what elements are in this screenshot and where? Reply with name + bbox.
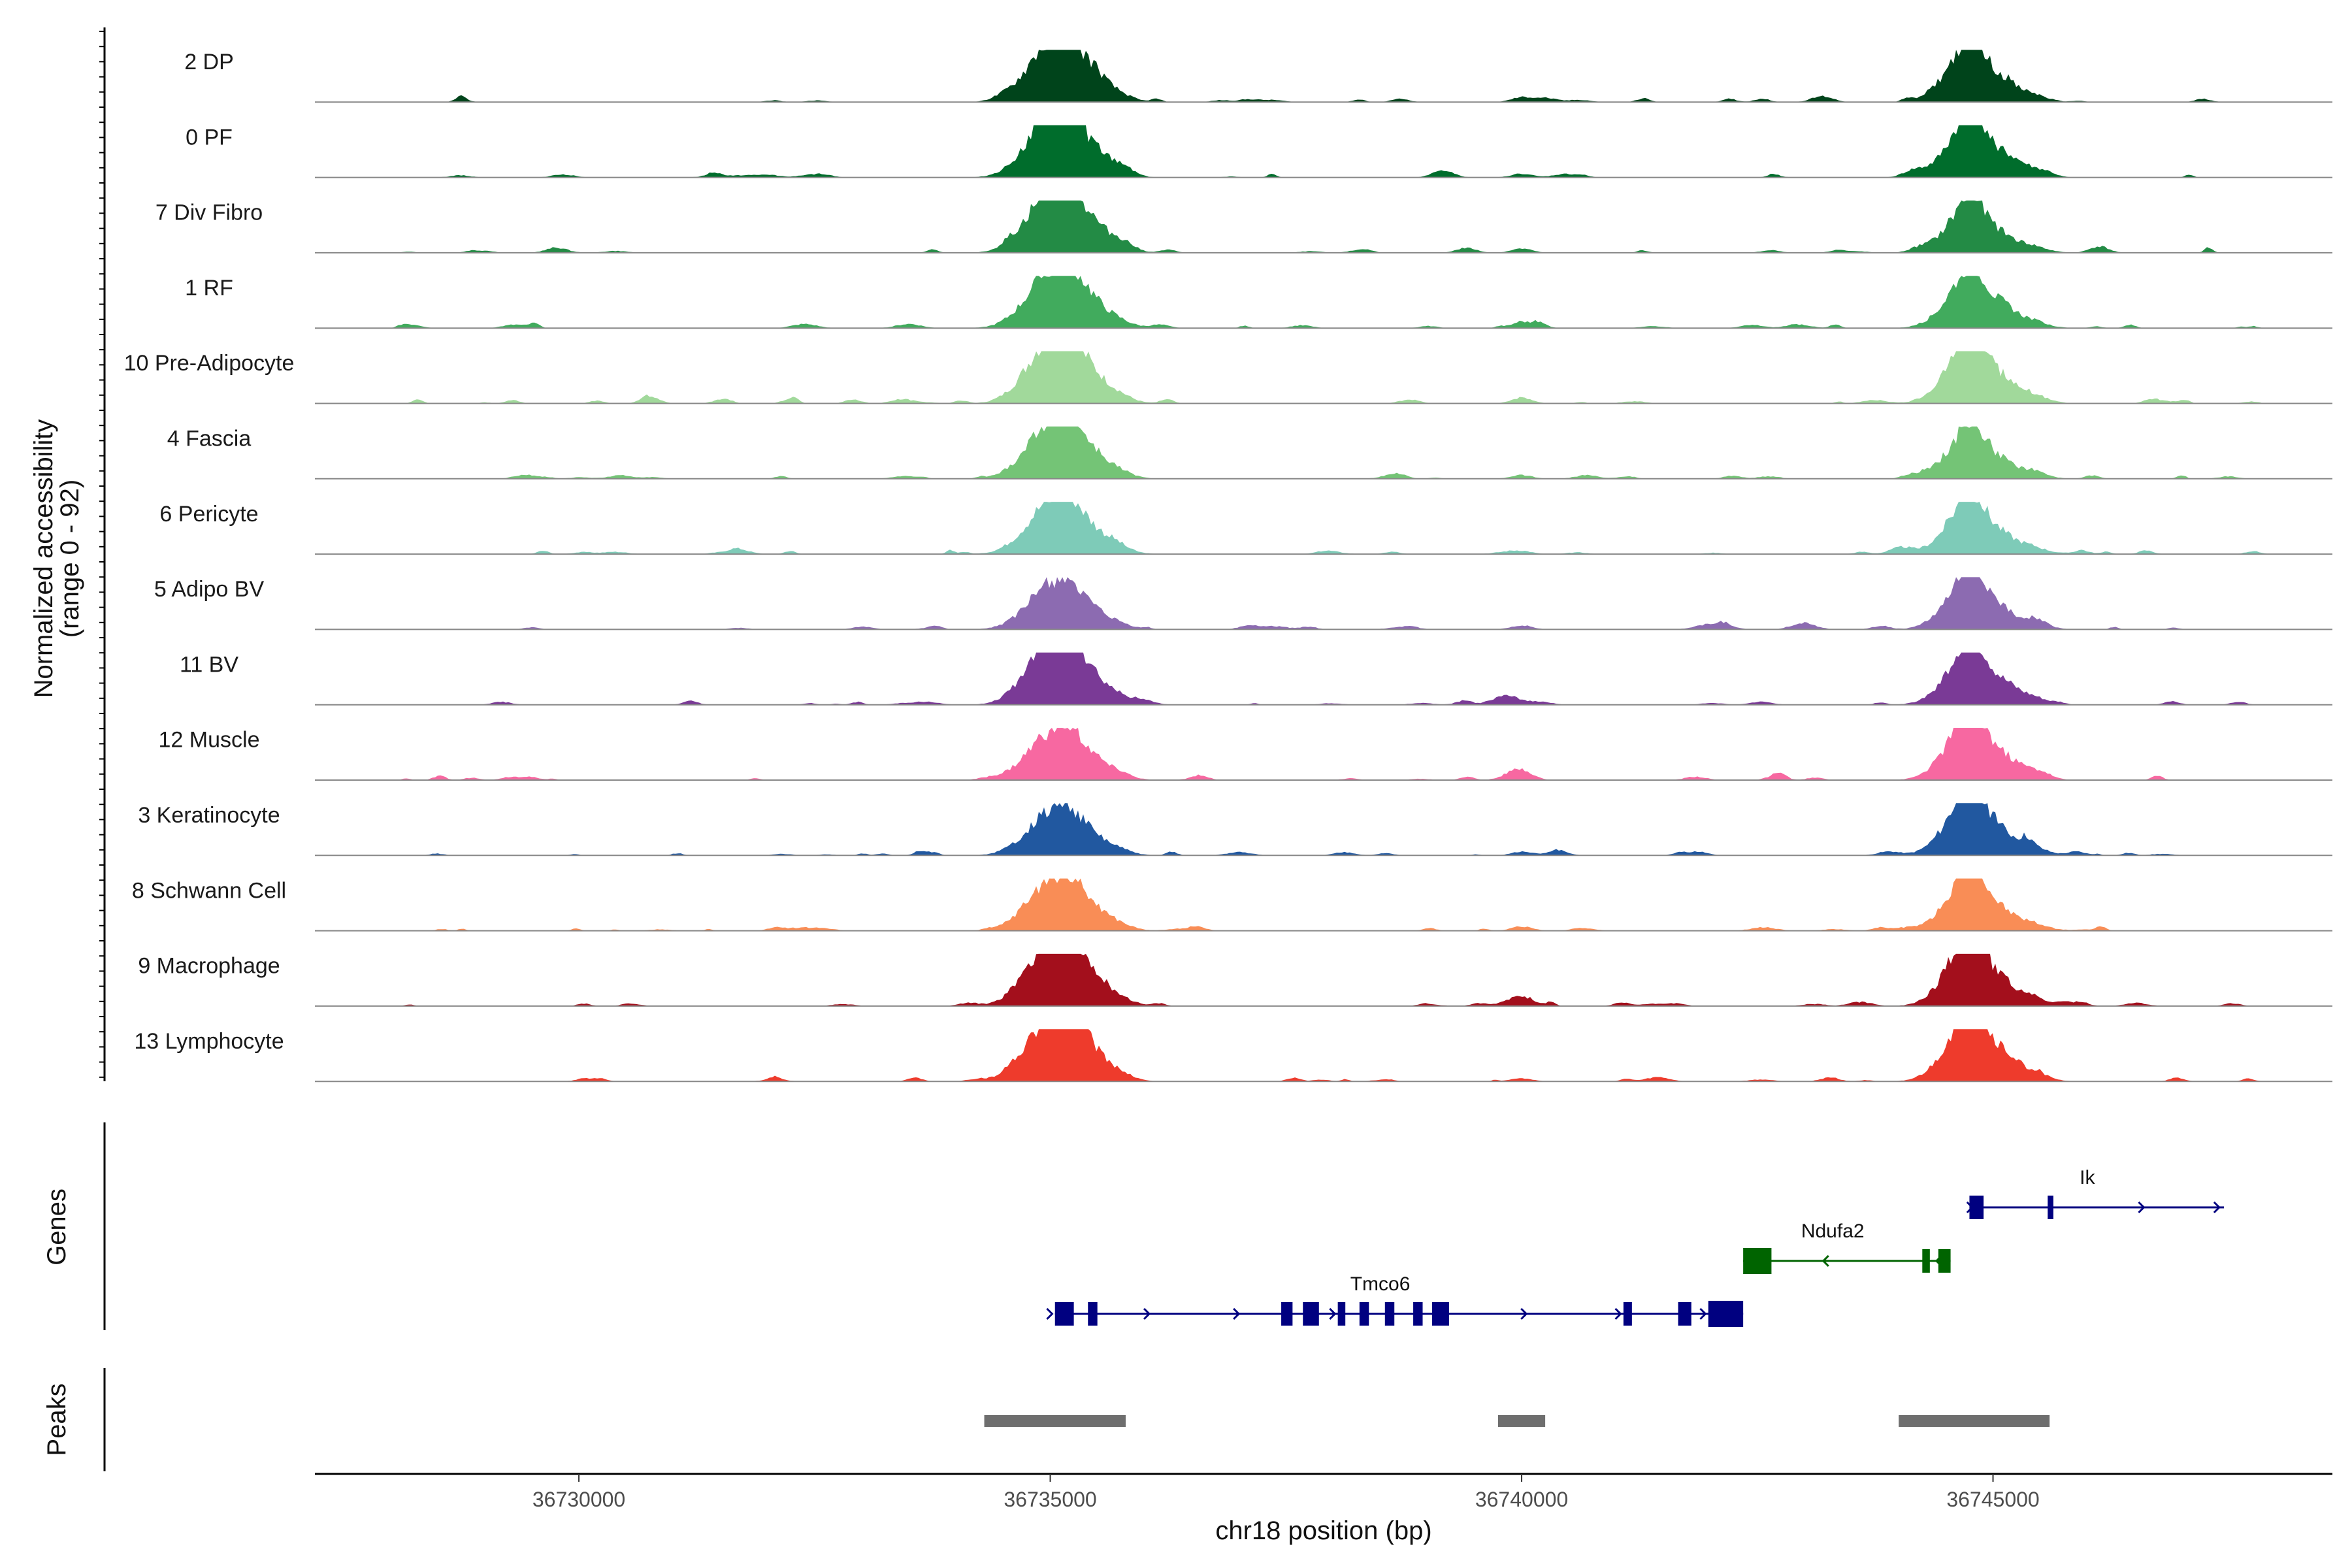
genes-axis-title: Genes: [42, 1188, 71, 1266]
strand-arrow: [2213, 1201, 2221, 1214]
track-label: 9 Macrophage: [138, 954, 280, 979]
strand-arrow: [1329, 1307, 1337, 1320]
track-14: 13 Lymphocyte: [134, 1029, 2332, 1083]
track-9: 11 BV: [180, 652, 2332, 706]
gene-exon: [1088, 1302, 1098, 1326]
track-10: 12 Muscle: [159, 728, 2332, 781]
track-label: 3 Keratinocyte: [138, 803, 280, 828]
track-6: 4 Fascia: [167, 427, 2332, 480]
track-13: 9 Macrophage: [138, 954, 2332, 1007]
track-4: 1 RF: [185, 276, 2332, 329]
strand-arrow: [1699, 1307, 1707, 1320]
x-tick-label: 36745000: [1946, 1488, 2039, 1511]
gene-ik: Ik: [1966, 1167, 2225, 1219]
x-axis-title: chr18 position (bp): [1215, 1516, 1431, 1545]
gene-exon: [2048, 1196, 2053, 1219]
track-label: 13 Lymphocyte: [134, 1029, 284, 1054]
x-axis: 36730000 36735000 36740000 36745000: [315, 1473, 2332, 1511]
gene-exon: [1054, 1302, 1074, 1326]
y-axis-title-line1: Normalized accessibility: [29, 419, 58, 698]
track-8: 5 Adipo BV: [154, 577, 2332, 630]
x-tick-label: 36735000: [1004, 1488, 1096, 1511]
track-2: 0 PF: [186, 125, 2332, 178]
strand-arrow: [1143, 1307, 1151, 1320]
gene-exon: [1623, 1302, 1632, 1326]
peak-region: [1497, 1415, 1546, 1427]
track-5: 10 Pre-Adipocyte: [124, 351, 2332, 404]
gene-exon: [1678, 1302, 1691, 1326]
gene-exon: [1922, 1249, 1930, 1273]
y-axis-ticks: [99, 31, 105, 1078]
track-label: 4 Fascia: [167, 427, 252, 451]
strand-arrow: [1520, 1307, 1528, 1320]
gene-label: Ik: [2080, 1167, 2095, 1188]
track-7: 6 Pericyte: [159, 502, 2332, 555]
strand-arrow: [1046, 1307, 1054, 1320]
x-tick-label: 36730000: [532, 1488, 625, 1511]
gene-label: Ndufa2: [1801, 1220, 1865, 1242]
track-label: 8 Schwann Cell: [132, 878, 286, 903]
track-1: 2 DP: [184, 50, 2332, 103]
peaks-axis-title: Peaks: [42, 1383, 71, 1456]
track-label: 0 PF: [186, 125, 233, 150]
x-tick-label: 36740000: [1475, 1488, 1568, 1511]
gene-exon: [1938, 1249, 1951, 1273]
track-label: 6 Pericyte: [159, 502, 258, 527]
track-label: 7 Div Fibro: [155, 201, 263, 225]
y-axis-title-line2: (range 0 - 92): [56, 480, 84, 638]
genes-panel: Genes Ik Ndufa2 Tmco6: [42, 1122, 2225, 1330]
track-12: 8 Schwann Cell: [132, 878, 2332, 932]
track-label: 5 Adipo BV: [154, 577, 265, 602]
peak-region: [984, 1415, 1126, 1427]
gene-exon: [1431, 1302, 1449, 1326]
gene-exon: [1337, 1302, 1346, 1326]
strand-arrow: [1821, 1254, 1829, 1267]
gene-label: Tmco6: [1350, 1273, 1411, 1295]
track-label: 10 Pre-Adipocyte: [124, 351, 295, 376]
track-label: 11 BV: [180, 652, 238, 677]
gene-tmco6: Tmco6: [1046, 1273, 1744, 1327]
coverage-tracks: 2 DP 0 PF 7 Div Fibro 1 RF 10 Pre-Adipocyte 4…: [124, 50, 2332, 1083]
strand-arrow: [1966, 1201, 1974, 1214]
track-11: 3 Keratinocyte: [138, 803, 2332, 857]
strand-arrow: [2138, 1201, 2146, 1214]
gene-exon: [1413, 1302, 1423, 1326]
gene-ndufa2: Ndufa2: [1743, 1220, 1951, 1274]
peaks-panel: Peaks: [42, 1368, 2050, 1471]
gene-exon: [1359, 1302, 1369, 1326]
gene-exon: [1708, 1301, 1744, 1327]
peak-regions: [984, 1415, 2050, 1427]
track-label: 2 DP: [184, 50, 234, 74]
strand-arrow: [1233, 1307, 1241, 1320]
track-3: 7 Div Fibro: [155, 201, 2332, 253]
gene-exon: [1384, 1302, 1395, 1326]
strand-arrow: [1614, 1307, 1622, 1320]
strand-arrow: [1935, 1254, 1943, 1267]
gene-models: Ik Ndufa2 Tmco6: [1046, 1167, 2225, 1327]
gene-exon: [1303, 1302, 1319, 1326]
track-label: 1 RF: [185, 276, 233, 301]
y-axis: [99, 27, 106, 1081]
peak-region: [1899, 1415, 2050, 1427]
gene-exon: [1743, 1248, 1772, 1274]
track-label: 12 Muscle: [159, 728, 260, 753]
x-axis-ticks: 36730000 36735000 36740000 36745000: [532, 1474, 2040, 1511]
gene-exon: [1281, 1302, 1293, 1326]
gene-exon: [1969, 1196, 1984, 1219]
